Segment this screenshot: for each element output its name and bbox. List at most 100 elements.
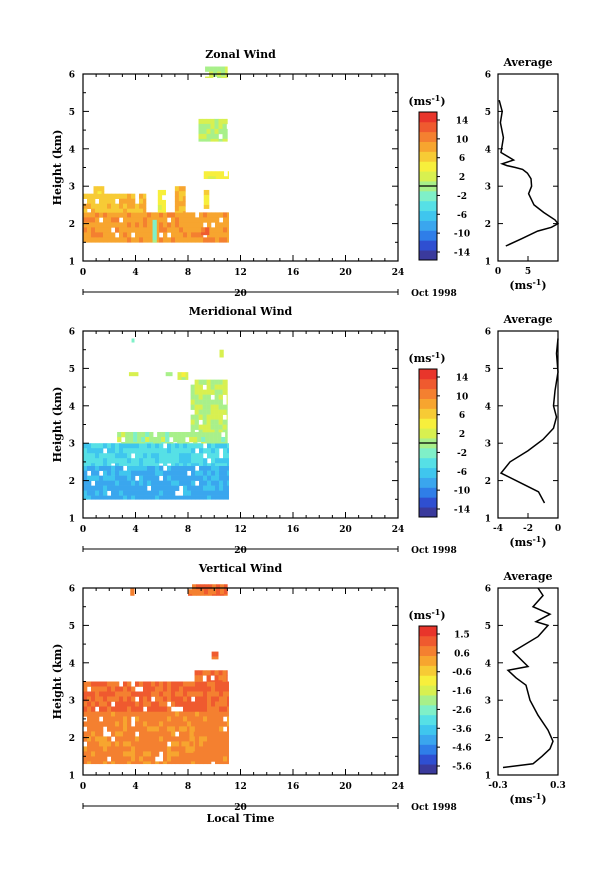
data-cell xyxy=(147,756,152,762)
data-cell xyxy=(215,706,220,712)
data-cell xyxy=(161,209,166,213)
data-cell xyxy=(99,761,104,765)
data-cell xyxy=(218,670,223,676)
data-cell xyxy=(152,239,157,243)
data-cell xyxy=(219,237,224,243)
data-cell xyxy=(223,495,228,500)
data-cell xyxy=(103,686,108,692)
data-cell xyxy=(191,448,196,454)
data-cell xyxy=(165,441,170,444)
profile-y-tick-label: 3 xyxy=(485,697,491,707)
data-cell xyxy=(103,716,108,722)
data-cell xyxy=(175,756,180,762)
data-cell xyxy=(155,731,160,737)
colorbar-swatch xyxy=(419,714,437,726)
data-cell xyxy=(195,463,200,466)
data-cell xyxy=(189,726,194,732)
data-cell xyxy=(123,232,128,238)
data-cell xyxy=(199,741,204,747)
data-cell xyxy=(143,756,148,762)
colorbar-unit: (ms-1) xyxy=(408,607,445,622)
x-tick-label: 24 xyxy=(392,782,405,792)
data-cell xyxy=(155,212,160,218)
data-cell xyxy=(195,681,200,687)
data-cell xyxy=(181,736,186,742)
data-cell xyxy=(115,227,120,233)
data-cell xyxy=(171,756,176,762)
data-cell xyxy=(174,211,180,213)
data-cell xyxy=(99,701,104,707)
data-cell xyxy=(199,746,204,752)
data-cell xyxy=(183,443,188,449)
data-cell xyxy=(195,716,200,722)
data-cell xyxy=(203,448,208,454)
data-cell xyxy=(185,741,190,747)
colorbar-tick-label: -5.6 xyxy=(452,763,471,773)
data-cell xyxy=(135,480,140,486)
data-cell xyxy=(125,431,130,438)
data-cell xyxy=(123,686,128,692)
data-cell xyxy=(131,237,136,243)
colorbar-swatch xyxy=(419,665,437,676)
data-cell xyxy=(147,696,152,702)
data-cell xyxy=(214,675,219,681)
data-cell xyxy=(198,379,203,385)
data-cell xyxy=(91,193,96,199)
data-cell xyxy=(87,701,92,707)
data-cell xyxy=(147,716,152,722)
data-cell xyxy=(143,485,148,491)
data-cell xyxy=(143,475,148,481)
data-cell xyxy=(190,424,195,430)
data-cell xyxy=(103,701,108,707)
data-cell xyxy=(203,731,208,737)
data-cell xyxy=(215,711,220,717)
y-tick-label: 3 xyxy=(69,440,75,450)
data-cell xyxy=(83,203,88,209)
data-cell xyxy=(103,681,108,687)
data-cell xyxy=(143,217,148,223)
data-cell xyxy=(83,746,88,752)
data-cell xyxy=(211,731,216,737)
data-cell xyxy=(227,741,229,747)
data-cell xyxy=(107,458,112,464)
data-block xyxy=(174,186,186,213)
data-cell xyxy=(225,436,228,443)
data-cell xyxy=(131,443,136,449)
data-cell xyxy=(203,176,209,180)
data-cell xyxy=(215,751,220,757)
data-cell xyxy=(194,399,199,405)
chart-title: Zonal Wind xyxy=(205,48,276,61)
data-cell xyxy=(187,716,192,722)
data-cell xyxy=(206,419,211,425)
data-cell xyxy=(175,475,180,481)
data-cell xyxy=(135,222,140,228)
data-cell xyxy=(103,193,108,199)
data-cell xyxy=(143,212,148,218)
colorbar-swatch xyxy=(419,457,437,469)
data-cell xyxy=(215,741,220,747)
data-cell xyxy=(127,227,132,233)
data-cell xyxy=(163,711,168,717)
data-cell xyxy=(207,716,212,722)
data-block xyxy=(117,431,228,444)
data-cell xyxy=(219,711,224,717)
data-cell xyxy=(161,431,166,438)
data-cell xyxy=(211,232,216,238)
data-cell xyxy=(87,756,92,762)
data-cell xyxy=(210,409,215,415)
data-cell xyxy=(155,443,160,449)
data-cell xyxy=(95,480,100,486)
data-cell xyxy=(223,222,228,228)
data-cell xyxy=(171,485,176,491)
data-cell xyxy=(143,751,148,757)
data-cell xyxy=(135,448,140,454)
data-cell xyxy=(179,681,184,687)
data-cell xyxy=(135,495,140,500)
data-cell xyxy=(99,212,104,218)
x-tick-label: 4 xyxy=(132,782,138,792)
date-tick-label: 20 xyxy=(234,803,247,813)
data-cell xyxy=(218,399,223,405)
data-cell xyxy=(210,379,215,385)
data-cell xyxy=(215,691,220,697)
data-cell xyxy=(147,706,152,712)
